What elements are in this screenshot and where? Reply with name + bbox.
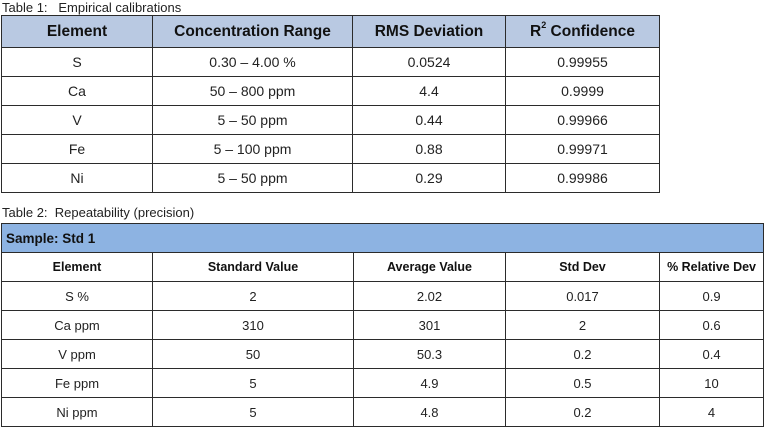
cell-element: Ca ppm [1, 310, 153, 340]
cell-range: 5 – 50 ppm [152, 105, 353, 135]
cell-average-value: 50.3 [353, 339, 506, 369]
cell-standard-value: 310 [152, 310, 354, 340]
calibration-table: Element Concentration Range RMS Deviatio… [1, 15, 660, 193]
cell-standard-value: 2 [152, 281, 354, 311]
cell-std-dev: 0.2 [505, 397, 660, 427]
table-row: S % 2 2.02 0.017 0.9 [1, 281, 765, 311]
cell-element: Fe ppm [1, 368, 153, 398]
table-row: S 0.30 – 4.00 % 0.0524 0.99955 [1, 47, 660, 77]
cell-range: 5 – 50 ppm [152, 163, 353, 193]
cell-average-value: 4.8 [353, 397, 506, 427]
cell-rms: 0.0524 [352, 47, 506, 77]
cell-r2: 0.9999 [505, 76, 660, 106]
table-row: Ca 50 – 800 ppm 4.4 0.9999 [1, 76, 660, 106]
cell-std-dev: 0.2 [505, 339, 660, 369]
table-row: V 5 – 50 ppm 0.44 0.99966 [1, 105, 660, 135]
cell-range: 50 – 800 ppm [152, 76, 353, 106]
cell-element: Ni [1, 163, 153, 193]
cell-relative-dev: 4 [658, 397, 765, 427]
cell-r2: 0.99955 [505, 47, 660, 77]
cell-element: Ca [1, 76, 153, 106]
table-row: Ni 5 – 50 ppm 0.29 0.99986 [1, 163, 660, 193]
cell-rms: 0.44 [352, 105, 506, 135]
table-row: Fe ppm 5 4.9 0.5 10 [1, 368, 765, 398]
table-row: Ca ppm 310 301 2 0.6 [1, 310, 765, 340]
table-row: Fe 5 – 100 ppm 0.88 0.99971 [1, 134, 660, 164]
header-r2-confidence: R2 Confidence [505, 15, 660, 48]
cell-rms: 0.29 [352, 163, 506, 193]
sample-label: Sample: Std 1 [0, 223, 765, 253]
cell-range: 5 – 100 ppm [152, 134, 353, 164]
table2-caption: Table 2: Repeatability (precision) [2, 205, 195, 220]
header-element: Element [1, 15, 153, 48]
cell-standard-value: 5 [152, 368, 354, 398]
cell-std-dev: 0.5 [505, 368, 660, 398]
header-average-value: Average Value [353, 252, 506, 282]
table1-caption: Table 1: Empirical calibrations [2, 0, 182, 15]
cell-standard-value: 5 [152, 397, 354, 427]
cell-rms: 0.88 [352, 134, 506, 164]
cell-standard-value: 50 [152, 339, 354, 369]
cell-range: 0.30 – 4.00 % [152, 47, 353, 77]
table1-header-row: Element Concentration Range RMS Deviatio… [1, 15, 660, 48]
cell-r2: 0.99971 [505, 134, 660, 164]
cell-std-dev: 2 [505, 310, 660, 340]
cell-relative-dev: 0.4 [658, 339, 765, 369]
header-element: Element [1, 252, 153, 282]
cell-average-value: 301 [353, 310, 506, 340]
header-relative-dev: % Relative Dev [658, 252, 765, 282]
cell-r2: 0.99986 [505, 163, 660, 193]
header-standard-value: Standard Value [152, 252, 354, 282]
cell-element: Fe [1, 134, 153, 164]
cell-average-value: 4.9 [353, 368, 506, 398]
cell-relative-dev: 0.6 [658, 310, 765, 340]
cell-element: S % [1, 281, 153, 311]
cell-rms: 4.4 [352, 76, 506, 106]
r-superscript: 2 [541, 19, 547, 30]
repeatability-table: Sample: Std 1 Element Standard Value Ave… [0, 223, 765, 427]
cell-element: Ni ppm [1, 397, 153, 427]
cell-std-dev: 0.017 [505, 281, 660, 311]
cell-element: V [1, 105, 153, 135]
cell-element: V ppm [1, 339, 153, 369]
confidence-word: Confidence [546, 23, 635, 41]
table2-header-row: Element Standard Value Average Value Std… [1, 252, 765, 282]
r-letter: R [530, 23, 542, 41]
cell-r2: 0.99966 [505, 105, 660, 135]
cell-relative-dev: 10 [658, 368, 765, 398]
cell-relative-dev: 0.9 [658, 281, 765, 311]
header-std-dev: Std Dev [505, 252, 660, 282]
sample-row: Sample: Std 1 [0, 223, 765, 253]
cell-element: S [1, 47, 153, 77]
table-row: V ppm 50 50.3 0.2 0.4 [1, 339, 765, 369]
cell-average-value: 2.02 [353, 281, 506, 311]
table-row: Ni ppm 5 4.8 0.2 4 [1, 397, 765, 427]
header-rms-deviation: RMS Deviation [352, 15, 506, 48]
header-concentration-range: Concentration Range [152, 15, 353, 48]
